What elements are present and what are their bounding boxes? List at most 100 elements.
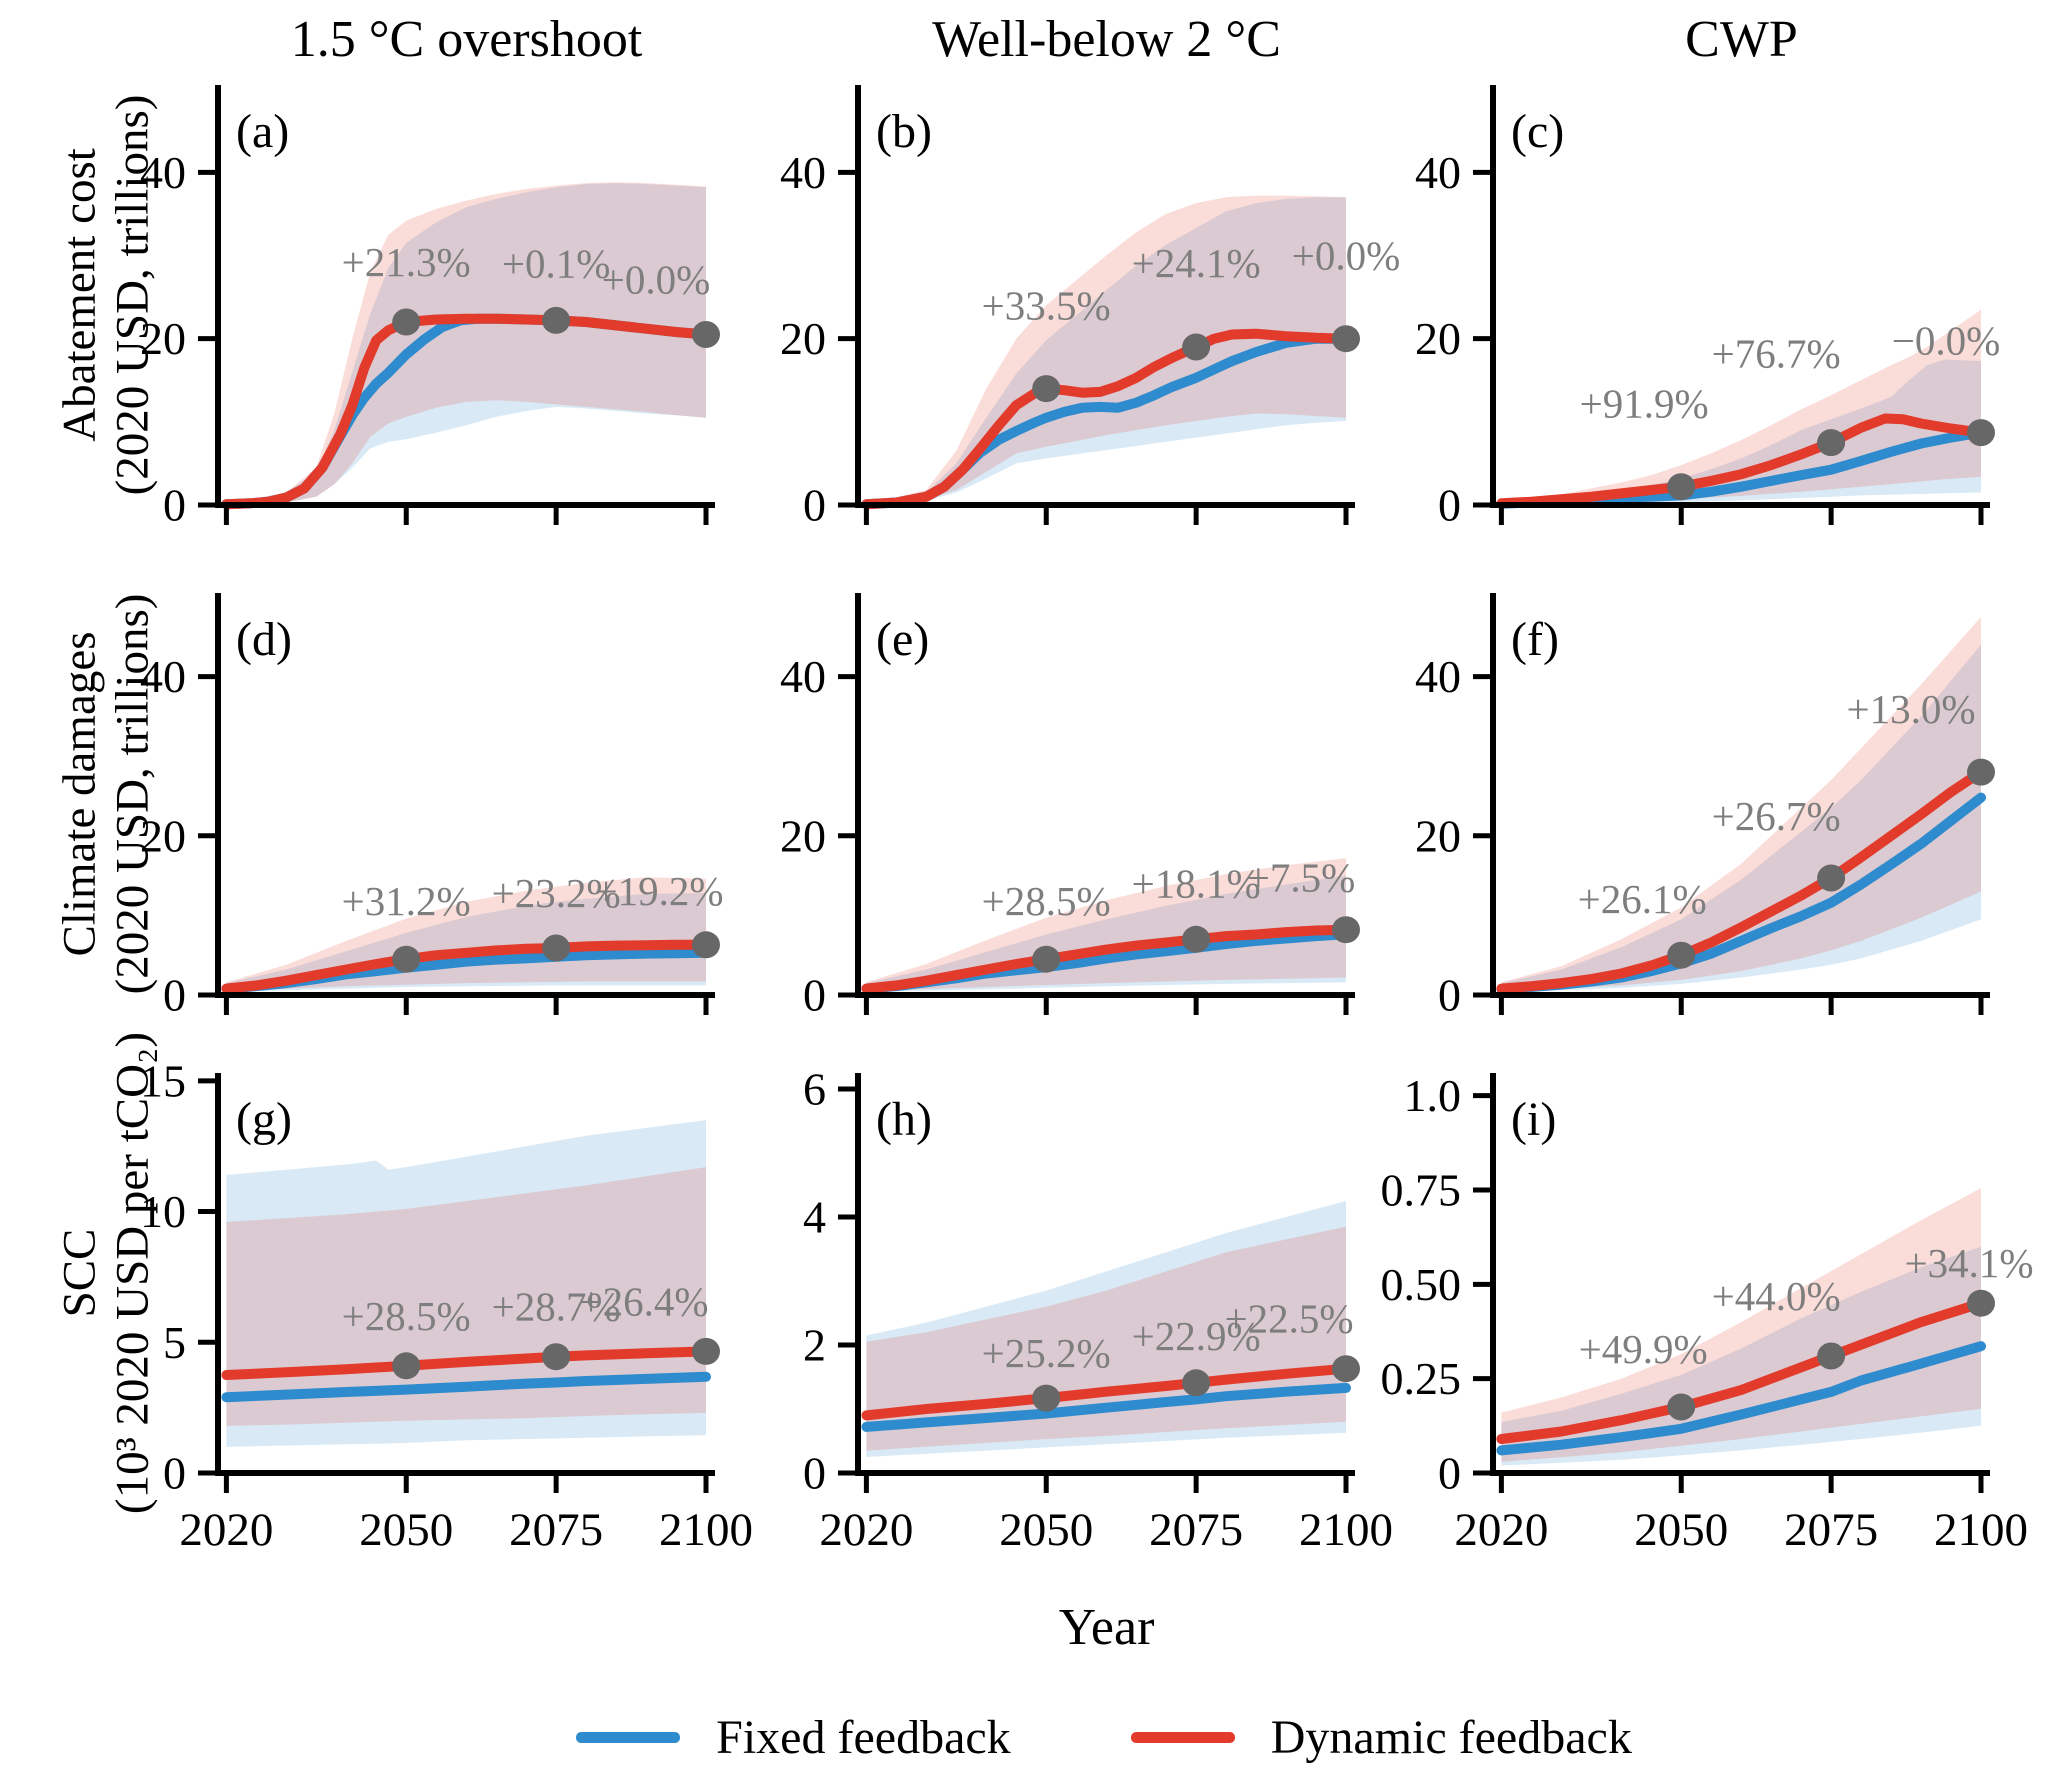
y-tick-label: 0.50 — [1381, 1259, 1462, 1310]
comparison-marker — [542, 1343, 571, 1371]
percent-difference-annotation: +13.0% — [1846, 686, 1975, 732]
x-tick-label: 2020 — [179, 1504, 273, 1556]
comparison-marker — [1182, 1369, 1211, 1397]
comparison-marker — [1817, 1342, 1846, 1370]
dynamic-feedback-band — [226, 182, 706, 506]
y-tick-label: 20 — [1415, 313, 1461, 364]
comparison-marker — [1332, 916, 1360, 944]
percent-difference-annotation: +28.5% — [982, 878, 1111, 924]
dynamic-feedback-band — [226, 877, 706, 991]
percent-difference-annotation: +26.4% — [579, 1278, 708, 1324]
comparison-marker — [392, 308, 421, 336]
percent-difference-annotation: +26.1% — [1578, 876, 1707, 922]
percent-difference-annotation: +28.7% — [492, 1284, 621, 1330]
column-title-well-below: Well-below 2 °C — [932, 11, 1281, 68]
percent-difference-annotation: +49.9% — [1579, 1326, 1708, 1372]
fixed-feedback-band — [1501, 1246, 1981, 1466]
comparison-marker — [542, 306, 571, 334]
comparison-marker — [1817, 429, 1846, 457]
y-tick-label: 20 — [780, 810, 826, 861]
percent-difference-annotation: +76.7% — [1712, 331, 1841, 377]
x-tick-label: 2050 — [999, 1504, 1093, 1556]
panel-f-damages-cwp: 0 20 40 (f) +26.1%+26.7% +13.0% — [1415, 593, 1995, 1021]
percent-difference-annotation: +25.2% — [982, 1330, 1111, 1376]
comparison-marker — [392, 1352, 421, 1380]
column-title-overshoot: 1.5 °C overshoot — [290, 11, 643, 68]
y-tick-label: 0.75 — [1381, 1164, 1462, 1215]
percent-difference-annotation: +34.1% — [1904, 1240, 2033, 1286]
percent-difference-annotation: +0.0% — [1292, 233, 1401, 279]
dynamic-feedback-line — [861, 1363, 1351, 1421]
percent-difference-annotation: +22.9% — [1132, 1313, 1261, 1359]
percent-difference-annotation: +19.2% — [594, 868, 723, 914]
y-tick-label: 40 — [140, 651, 186, 702]
comparison-marker — [1667, 941, 1696, 969]
y-tick-label: 20 — [140, 810, 186, 861]
fixed-feedback-band — [866, 197, 1346, 506]
y-axis-label-line: SCC — [53, 1228, 106, 1318]
panel-d-damages-overshoot: 0 20 40 (d) +31.2% +23.2%+19.2% — [140, 593, 724, 1021]
legend-label-fixed: Fixed feedback — [716, 1710, 1011, 1764]
x-tick-label: 2075 — [509, 1504, 603, 1556]
comparison-marker — [692, 321, 720, 348]
percent-difference-annotation: +24.1% — [1132, 240, 1261, 286]
comparison-marker — [1182, 333, 1211, 361]
legend-label-dynamic: Dynamic feedback — [1270, 1710, 1632, 1764]
panel-a-abatement-overshoot: 0 20 40 (a) +21.3% +0.1%+0.0% — [140, 85, 720, 531]
y-tick-label: 40 — [1415, 651, 1461, 702]
fixed-feedback-line — [1496, 1341, 1986, 1456]
percent-difference-annotation: +7.5% — [1247, 855, 1356, 901]
percent-difference-annotation: +0.0% — [602, 257, 711, 303]
y-tick-label: 2 — [803, 1320, 826, 1371]
fixed-feedback-band — [1501, 359, 1981, 505]
y-tick-label: 0 — [1438, 480, 1461, 531]
comparison-marker — [692, 931, 720, 959]
y-tick-label: 6 — [803, 1064, 826, 1115]
panel-e-damages-wellbelow: 0 20 40 (e) +28.5% +18.1%+7.5% — [780, 593, 1360, 1021]
panel-letter: (e) — [876, 613, 929, 666]
x-tick-label: 2050 — [1634, 1504, 1728, 1556]
comparison-marker — [1332, 325, 1360, 353]
column-title-cwp: CWP — [1685, 11, 1798, 68]
x-axis-label: Year — [1058, 1599, 1155, 1656]
percent-difference-annotation: +22.5% — [1224, 1296, 1353, 1342]
x-tick-label: 2100 — [659, 1504, 753, 1556]
panel-letter: (g) — [236, 1093, 292, 1146]
dynamic-feedback-line — [1496, 1298, 1986, 1444]
dynamic-feedback-band — [1501, 1188, 1981, 1462]
percent-difference-annotation: +44.0% — [1712, 1273, 1841, 1319]
legend-item-fixed: Fixed feedback — [576, 1710, 1011, 1765]
x-tick-label: 2020 — [1454, 1504, 1548, 1556]
dynamic-feedback-line-swatch — [1130, 1731, 1235, 1743]
y-tick-label: 0 — [803, 1448, 826, 1499]
y-tick-label: 0 — [163, 480, 186, 531]
dynamic-feedback-line — [221, 1346, 711, 1380]
fixed-feedback-line — [861, 1382, 1351, 1432]
y-tick-label: 40 — [1415, 147, 1461, 198]
x-tick-label: 2075 — [1784, 1504, 1878, 1556]
comparison-marker — [542, 934, 571, 962]
comparison-marker — [1817, 864, 1846, 892]
panel-h-scc-wellbelow: 2020 2050 2075 2100 0 2 4 6 (h) +25.2% +22.9%+22.5… — [803, 1064, 1393, 1557]
panel-c-abatement-cwp: 0 20 40 (c) +91.9%+76.7% −0.0% — [1415, 85, 2000, 531]
fixed-feedback-band — [1501, 644, 1981, 993]
comparison-marker — [1332, 1355, 1360, 1383]
legend-item-dynamic: Dynamic feedback — [1130, 1710, 1632, 1765]
comparison-marker — [1967, 419, 1995, 447]
dynamic-feedback-band — [226, 1167, 706, 1426]
y-tick-label: 0 — [1438, 970, 1461, 1021]
legend: Fixed feedback Dynamic feedback — [218, 1702, 1990, 1772]
dynamic-feedback-band — [1501, 309, 1981, 505]
dynamic-feedback-line — [221, 939, 711, 994]
x-tick-label: 2100 — [1299, 1504, 1393, 1556]
comparison-marker — [1182, 925, 1211, 953]
y-tick-label: 0 — [163, 970, 186, 1021]
panel-i-scc-cwp: 2020 2050 2075 2100 0 0.25 0.50 0.75 1.0 (i) +49.9… — [1381, 1070, 2034, 1556]
dynamic-feedback-band — [1501, 616, 1981, 992]
y-tick-label: 20 — [140, 313, 186, 364]
comparison-marker — [1967, 758, 1995, 786]
dynamic-feedback-line — [1496, 767, 1986, 994]
dynamic-feedback-line — [861, 924, 1351, 994]
percent-difference-annotation: +31.2% — [342, 878, 471, 924]
panel-letter: (d) — [236, 613, 292, 666]
